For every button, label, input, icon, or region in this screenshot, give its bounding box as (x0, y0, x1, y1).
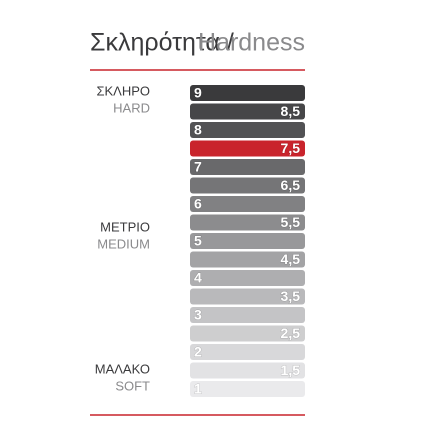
scale-label: 5,5 (281, 214, 301, 230)
scale-bar (190, 362, 305, 379)
scale-label: 7 (194, 159, 202, 175)
scale-label: 3 (194, 307, 202, 323)
scale-label: 2 (194, 344, 202, 360)
scale-bar (190, 177, 305, 194)
scale-bar (190, 270, 305, 286)
scale-bar (190, 140, 305, 157)
scale-label: 9 (194, 85, 202, 101)
scale-bar (190, 122, 305, 138)
scale-bar (190, 103, 305, 120)
scale-label: 2,5 (281, 325, 301, 341)
scale-label: 5 (194, 233, 202, 249)
scale-label: 1 (194, 381, 202, 397)
side-label-english: MEDIUM (97, 236, 150, 251)
side-label-greek: ΣΚΛΗΡΟ (96, 83, 150, 98)
scale-bar (190, 381, 305, 397)
side-label-english: SOFT (115, 378, 150, 393)
scale-bar (190, 196, 305, 212)
scale-label: 6,5 (281, 177, 301, 193)
title-greek: Σκληρότητα / (90, 29, 234, 57)
side-label-english: HARD (113, 100, 150, 115)
scale-bar (190, 288, 305, 305)
scale-bar (190, 251, 305, 268)
scale-bar (190, 307, 305, 323)
scale-bar (190, 159, 305, 175)
scale-label: 6 (194, 196, 202, 212)
scale-bar (190, 325, 305, 342)
scale-label: 8,5 (281, 103, 301, 119)
scale-label: 4,5 (281, 251, 301, 267)
scale-bar (190, 85, 305, 101)
scale-label: 3,5 (281, 288, 301, 304)
scale-label: 8 (194, 122, 202, 138)
side-label-greek: ΜΑΛΑΚΟ (95, 361, 150, 376)
side-label-greek: ΜΕΤΡΙΟ (100, 219, 150, 234)
scale-label: 1,5 (281, 362, 301, 378)
scale-bar (190, 214, 305, 231)
scale-bar (190, 344, 305, 360)
scale-label: 4 (194, 270, 202, 286)
scale-bar (190, 233, 305, 249)
title-english: Hardness (198, 29, 305, 57)
scale-label: 7,5 (281, 140, 301, 156)
